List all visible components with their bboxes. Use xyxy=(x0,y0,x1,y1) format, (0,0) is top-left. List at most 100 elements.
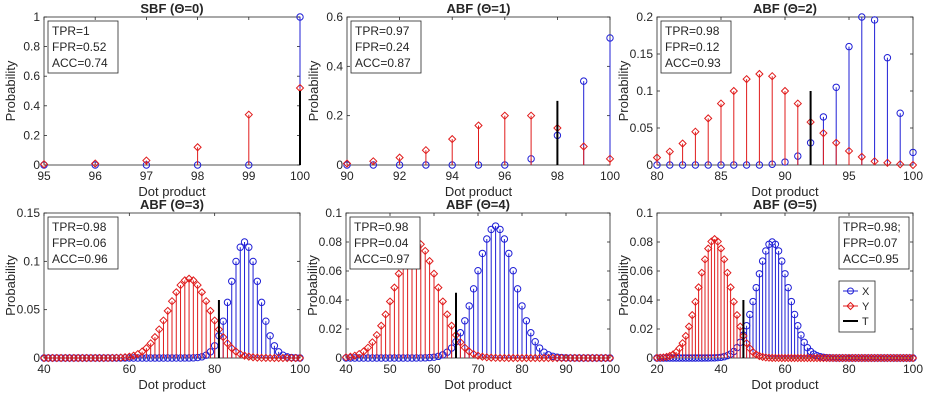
stem-marker-diamond xyxy=(390,283,399,292)
chart-title: ABF (Θ=5) xyxy=(753,197,817,212)
stem-marker-diamond xyxy=(210,316,219,325)
series-y xyxy=(39,274,305,363)
stem-marker-diamond xyxy=(236,349,245,359)
stem-marker-circle xyxy=(266,332,274,340)
stem-marker-diamond xyxy=(469,349,478,359)
stem-marker-circle xyxy=(781,270,789,278)
chart-title: ABF (Θ=2) xyxy=(753,1,817,16)
y-tick-label: 0.04 xyxy=(630,293,654,307)
stem-marker-diamond xyxy=(863,353,873,363)
stem-marker-diamond xyxy=(678,139,687,148)
stem-marker-diamond xyxy=(142,343,151,353)
stem-marker-diamond xyxy=(889,353,899,363)
stem-marker-diamond xyxy=(172,288,181,297)
x-tick-label: 96 xyxy=(498,169,512,183)
stem-marker-diamond xyxy=(844,146,854,156)
y-axis-label: Probability xyxy=(616,60,631,121)
stem-marker-circle xyxy=(800,338,808,347)
stem-marker-diamond xyxy=(652,153,662,162)
stem-marker-diamond xyxy=(838,353,847,363)
stem-marker-diamond xyxy=(831,353,841,363)
x-tick-label: 40 xyxy=(339,362,353,376)
x-axis-label: Dot product xyxy=(751,184,819,199)
x-axis-label: Dot product xyxy=(445,184,513,199)
stem-marker-diamond xyxy=(368,338,377,347)
stem-marker-circle xyxy=(606,34,614,42)
stem-marker-diamond xyxy=(438,297,448,306)
chart-title: SBF (Θ=0) xyxy=(140,1,203,16)
stem-marker-diamond xyxy=(675,344,684,353)
stem-marker-diamond xyxy=(652,353,662,363)
chart-panel-4: 40 60 80 100 0 0.05 0.1 0.15 ABF (Θ=3) Dot produc… xyxy=(3,197,310,392)
x-tick-label: 40 xyxy=(37,362,51,376)
stem-marker-diamond xyxy=(218,332,228,342)
stem-marker-diamond xyxy=(150,332,160,342)
stem-marker-circle xyxy=(343,161,351,169)
stem-marker-diamond xyxy=(244,110,254,119)
metric-text: ACC=0.95 xyxy=(843,252,899,266)
y-tick-label: 0.15 xyxy=(17,206,41,220)
stem-marker-circle xyxy=(257,298,266,307)
stem-marker-diamond xyxy=(163,306,172,316)
stem-marker-diamond xyxy=(726,283,735,292)
stem-marker-diamond xyxy=(684,322,694,331)
y-tick-label: 0 xyxy=(336,158,343,172)
stem-marker-circle xyxy=(91,161,99,169)
stem-marker-diamond xyxy=(681,331,691,341)
stem-marker-diamond xyxy=(755,69,764,79)
stem-marker-diamond xyxy=(474,121,483,130)
metrics-box-frame xyxy=(47,216,119,270)
x-tick-label: 80 xyxy=(208,362,222,376)
y-tick-label: 0.02 xyxy=(630,322,654,336)
stem-marker-diamond xyxy=(771,353,780,363)
stem-marker-diamond xyxy=(796,353,806,363)
stem-marker-circle xyxy=(474,267,482,275)
metric-text: FPR=0.12 xyxy=(665,40,720,54)
stem-marker-diamond xyxy=(703,114,713,123)
stem-marker-diamond xyxy=(142,156,151,165)
y-tick-label: 1 xyxy=(33,10,40,24)
series-y xyxy=(652,69,918,170)
stem-marker-diamond xyxy=(665,147,675,156)
stem-marker-diamond xyxy=(605,353,615,363)
stem-marker-diamond xyxy=(201,296,211,306)
stem-marker-diamond xyxy=(809,353,819,363)
stem-marker-circle xyxy=(531,338,539,346)
stem-marker-circle xyxy=(845,42,853,51)
x-tick-label: 60 xyxy=(778,362,792,376)
chart-title: ABF (Θ=3) xyxy=(140,197,204,212)
stem-marker-diamond xyxy=(456,338,465,347)
stem-marker-circle xyxy=(461,317,469,325)
stem-marker-diamond xyxy=(899,353,908,363)
stem-marker-circle xyxy=(513,285,522,293)
x-tick-label: 85 xyxy=(714,169,728,183)
stem-marker-circle xyxy=(223,298,232,307)
y-tick-label: 0 xyxy=(335,351,342,365)
x-tick-label: 96 xyxy=(89,169,103,183)
stem-marker-circle xyxy=(469,285,478,293)
stem-marker-circle xyxy=(253,277,262,285)
metric-text: FPR=0.52 xyxy=(52,40,107,54)
stem-marker-circle xyxy=(784,283,792,292)
stem-marker-circle xyxy=(505,249,513,258)
y-axis-label: Probability xyxy=(305,255,320,316)
legend-label: Y xyxy=(862,301,870,313)
stem-marker-diamond xyxy=(844,353,854,363)
x-tick-label: 95 xyxy=(842,169,856,183)
stem-marker-diamond xyxy=(434,283,443,292)
stem-marker-diamond xyxy=(425,256,434,266)
x-tick-label: 100 xyxy=(290,362,310,376)
stem-marker-circle xyxy=(797,331,805,339)
legend: XYT xyxy=(838,280,876,333)
x-tick-label: 98 xyxy=(551,169,565,183)
stem-marker-circle xyxy=(544,351,553,359)
stem-marker-diamond xyxy=(719,255,729,264)
stem-marker-diamond xyxy=(876,353,886,363)
x-tick-label: 90 xyxy=(778,169,792,183)
x-tick-label: 100 xyxy=(903,362,923,376)
stem-marker-diamond xyxy=(803,353,812,363)
metric-text: TPR=0.97 xyxy=(355,24,410,38)
stem-marker-circle xyxy=(228,277,236,285)
y-tick-label: 0.2 xyxy=(326,109,343,123)
